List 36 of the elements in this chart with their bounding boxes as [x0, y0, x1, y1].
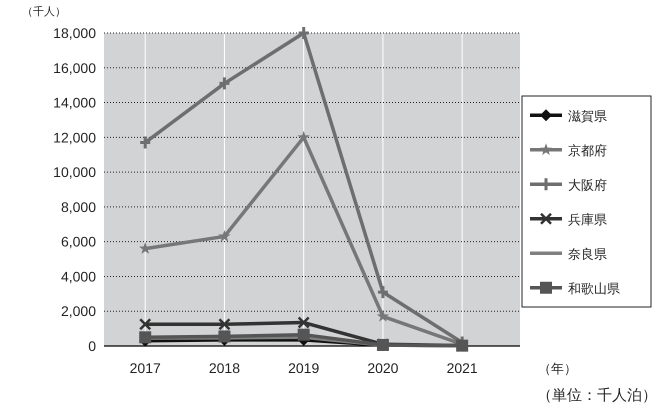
- point: [298, 130, 310, 143]
- y-tick-label: 8,000: [60, 198, 96, 215]
- text: （単位：千人泊）: [537, 387, 657, 404]
- x-tick-label: 2018: [208, 360, 240, 376]
- point: [218, 318, 231, 331]
- y-tick-label: 16,000: [53, 60, 96, 76]
- legend-label: 奈良県: [568, 246, 607, 262]
- y-tick-label: 12,000: [53, 129, 96, 146]
- y-tick-label: 18,000: [53, 25, 96, 41]
- point: [376, 284, 390, 300]
- x-tick-label: 2017: [130, 360, 161, 376]
- y-tick-label: 14,000: [53, 94, 96, 111]
- y-tick-label: 2,000: [60, 303, 96, 320]
- y-axis-title: （千人）: [22, 5, 66, 18]
- legend-label: 大阪府: [568, 177, 607, 192]
- point: [218, 230, 231, 242]
- y-tick-label: 6,000: [60, 234, 96, 250]
- x-tick-label: 2020: [367, 360, 399, 376]
- x-tick-label: 2019: [288, 360, 320, 376]
- y-tick-label: 0: [88, 338, 96, 354]
- legend-label: 兵庫県: [568, 212, 607, 227]
- point: [218, 76, 231, 91]
- x-axis-title: （年）: [538, 361, 577, 376]
- point: [218, 330, 230, 342]
- point: [298, 328, 310, 341]
- point: [376, 310, 390, 322]
- y-tick-label: 10,000: [53, 164, 96, 180]
- legend-label: 滋賀県: [568, 108, 607, 124]
- point: [139, 331, 152, 344]
- point: [297, 26, 310, 40]
- point: [297, 316, 310, 329]
- legend-label: 京都府: [568, 142, 607, 158]
- legend-label: 和歌山県: [568, 280, 620, 296]
- point: [138, 318, 152, 331]
- x-tick-label: 2021: [446, 360, 478, 376]
- y-tick-label: 4,000: [60, 268, 96, 284]
